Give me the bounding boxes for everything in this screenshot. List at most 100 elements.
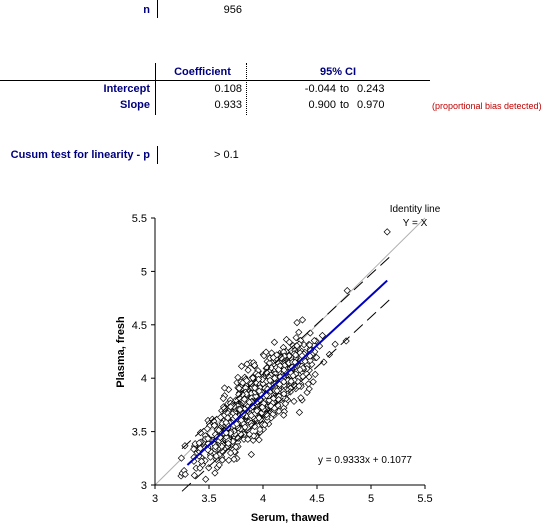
data-point <box>251 422 259 431</box>
data-point <box>309 378 317 386</box>
data-point <box>280 390 288 398</box>
cusum-divider <box>157 146 158 164</box>
data-point <box>267 364 276 372</box>
data-point <box>195 439 203 447</box>
data-point <box>244 366 252 374</box>
identity-label-line1: Identity line <box>390 204 441 215</box>
data-point <box>206 453 215 461</box>
data-point <box>247 450 255 459</box>
data-point <box>237 416 245 424</box>
data-point <box>226 429 235 437</box>
data-point <box>205 464 213 472</box>
table-divider <box>155 63 156 115</box>
data-point <box>287 377 295 385</box>
intercept-coef: 0.108 <box>214 83 242 95</box>
data-point <box>300 341 308 349</box>
y-tick-label: 5 <box>141 266 147 278</box>
data-point <box>237 431 245 439</box>
data-point <box>304 380 312 388</box>
data-point <box>325 350 334 359</box>
data-point <box>240 435 248 443</box>
data-point <box>226 449 235 457</box>
data-point <box>318 331 327 340</box>
y-tick-label: 4.5 <box>132 320 147 332</box>
regression-equation: y = 0.9333x + 0.1077 <box>318 455 412 466</box>
data-point <box>267 402 275 410</box>
data-point <box>279 343 287 352</box>
data-point <box>241 423 249 431</box>
data-point <box>249 374 257 382</box>
intercept-ci-high: 0.243 <box>357 83 385 95</box>
data-point <box>242 377 251 385</box>
data-point <box>202 475 210 483</box>
data-point <box>285 338 293 346</box>
data-point <box>234 373 242 382</box>
data-point <box>196 429 205 437</box>
data-point <box>296 366 304 374</box>
data-point <box>243 360 251 368</box>
data-point <box>342 337 350 345</box>
data-point <box>262 411 271 419</box>
data-point <box>261 421 269 429</box>
data-point <box>211 469 219 477</box>
data-point <box>290 397 298 405</box>
data-point <box>190 445 198 453</box>
data-point <box>196 464 204 472</box>
data-point <box>285 352 293 360</box>
data-point <box>241 384 250 392</box>
data-point <box>181 470 189 478</box>
data-point <box>240 395 249 403</box>
axes: 3 3.5 4 4.5 5 5.5 3 3.5 4 4.5 5 5.5 <box>132 213 433 505</box>
data-point <box>210 421 219 430</box>
data-point <box>211 443 220 451</box>
data-point <box>269 354 277 362</box>
data-point <box>295 408 304 416</box>
data-point <box>247 411 255 420</box>
y-tick-label: 3 <box>141 480 147 492</box>
data-point <box>250 361 259 369</box>
regression-line-group <box>186 279 388 466</box>
data-point <box>224 439 232 448</box>
data-point <box>219 394 227 403</box>
data-point <box>292 334 300 342</box>
data-point <box>245 430 254 438</box>
data-point <box>311 370 319 378</box>
x-tick-label: 3 <box>152 493 158 505</box>
data-point <box>249 436 257 444</box>
data-point <box>212 452 220 460</box>
intercept-ci-low: -0.044 <box>304 83 336 95</box>
data-point <box>297 394 305 402</box>
data-point <box>236 405 244 414</box>
data-point <box>197 457 206 466</box>
data-point <box>177 454 186 462</box>
data-point <box>215 461 223 469</box>
x-tick-label: 5 <box>368 493 374 505</box>
y-tick-label: 3.5 <box>132 427 147 439</box>
data-point <box>237 362 246 370</box>
identity-label-line2: Y = X <box>403 218 428 229</box>
data-point <box>255 414 263 422</box>
slope-label: Slope <box>120 99 150 111</box>
data-point <box>295 328 303 336</box>
data-point <box>225 456 233 464</box>
data-point <box>280 411 288 419</box>
data-point <box>320 358 328 366</box>
data-point <box>312 353 321 362</box>
x-tick-label: 5.5 <box>417 493 432 505</box>
slope-ci-to: to <box>340 99 350 111</box>
data-point <box>196 444 204 453</box>
limit-band-lines <box>181 253 393 492</box>
x-tick-label: 3.5 <box>201 493 216 505</box>
y-tick-label: 4 <box>141 373 147 385</box>
data-point <box>256 425 264 434</box>
data-point <box>271 374 279 382</box>
intercept-ci-to: to <box>340 83 350 95</box>
data-point <box>298 316 307 324</box>
data-point <box>247 380 255 388</box>
data-point <box>217 413 225 421</box>
table-rule <box>0 80 430 81</box>
data-point <box>280 378 288 386</box>
data-point <box>222 418 230 427</box>
cusum-label: Cusum test for linearity - p <box>10 149 150 161</box>
